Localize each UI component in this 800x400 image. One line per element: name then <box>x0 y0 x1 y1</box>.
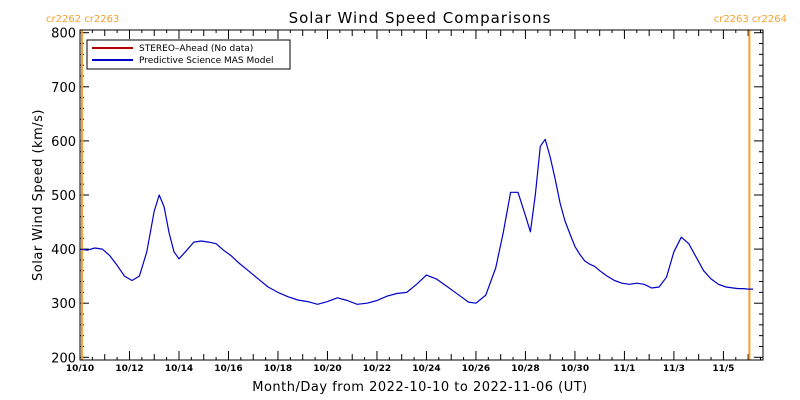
x-axis-label: Month/Day from 2022-10-10 to 2022-11-06 … <box>252 380 587 395</box>
x-tick-label: 11/5 <box>712 364 734 374</box>
series-lines <box>79 138 754 305</box>
x-tick-label: 10/16 <box>214 364 242 374</box>
plot-frame <box>79 29 764 361</box>
x-tick-label: 10/20 <box>313 364 341 374</box>
y-tick-label: 800 <box>51 27 76 42</box>
x-tick-label: 10/18 <box>264 364 292 374</box>
y-tick-label: 700 <box>51 81 76 96</box>
y-tick-label: 500 <box>51 189 76 204</box>
x-tick-label: 10/12 <box>115 364 143 374</box>
y-ticks: 200 300 400 500 600 700 800 <box>51 27 763 366</box>
x-tick-label: 10/22 <box>363 364 391 374</box>
legend: STEREO–Ahead (No data) Predictive Scienc… <box>86 39 291 70</box>
x-tick-label: 10/10 <box>66 364 94 374</box>
legend-label-mas-model: Predictive Science MAS Model <box>139 56 274 66</box>
x-ticks: 10/10 10/12 10/14 10/16 10/18 10/20 10/22 10/24… <box>66 30 762 374</box>
y-tick-label: 400 <box>51 243 76 258</box>
y-tick-label: 600 <box>51 135 76 150</box>
carrington-markers: cr2262 cr2263 cr2263 cr2264 <box>46 14 787 360</box>
y-tick-label: 300 <box>51 297 76 312</box>
x-tick-label: 11/3 <box>663 364 685 374</box>
carrington-label: cr2262 cr2263 <box>46 14 119 25</box>
carrington-label: cr2263 cr2264 <box>714 14 787 25</box>
x-tick-label: 10/28 <box>511 364 539 374</box>
x-tick-label: 10/26 <box>462 364 490 374</box>
series-line-mas-model <box>79 138 754 305</box>
y-axis-label: Solar Wind Speed (km/s) <box>31 109 46 281</box>
x-tick-label: 10/14 <box>165 364 193 374</box>
legend-box <box>86 39 291 70</box>
y-tick-label: 200 <box>51 351 76 366</box>
x-tick-label: 10/24 <box>412 364 440 374</box>
x-tick-label: 11/1 <box>613 364 635 374</box>
chart-title: Solar Wind Speed Comparisons <box>289 9 552 27</box>
legend-label-stereo: STEREO–Ahead (No data) <box>139 44 253 54</box>
x-tick-label: 10/30 <box>561 364 589 374</box>
